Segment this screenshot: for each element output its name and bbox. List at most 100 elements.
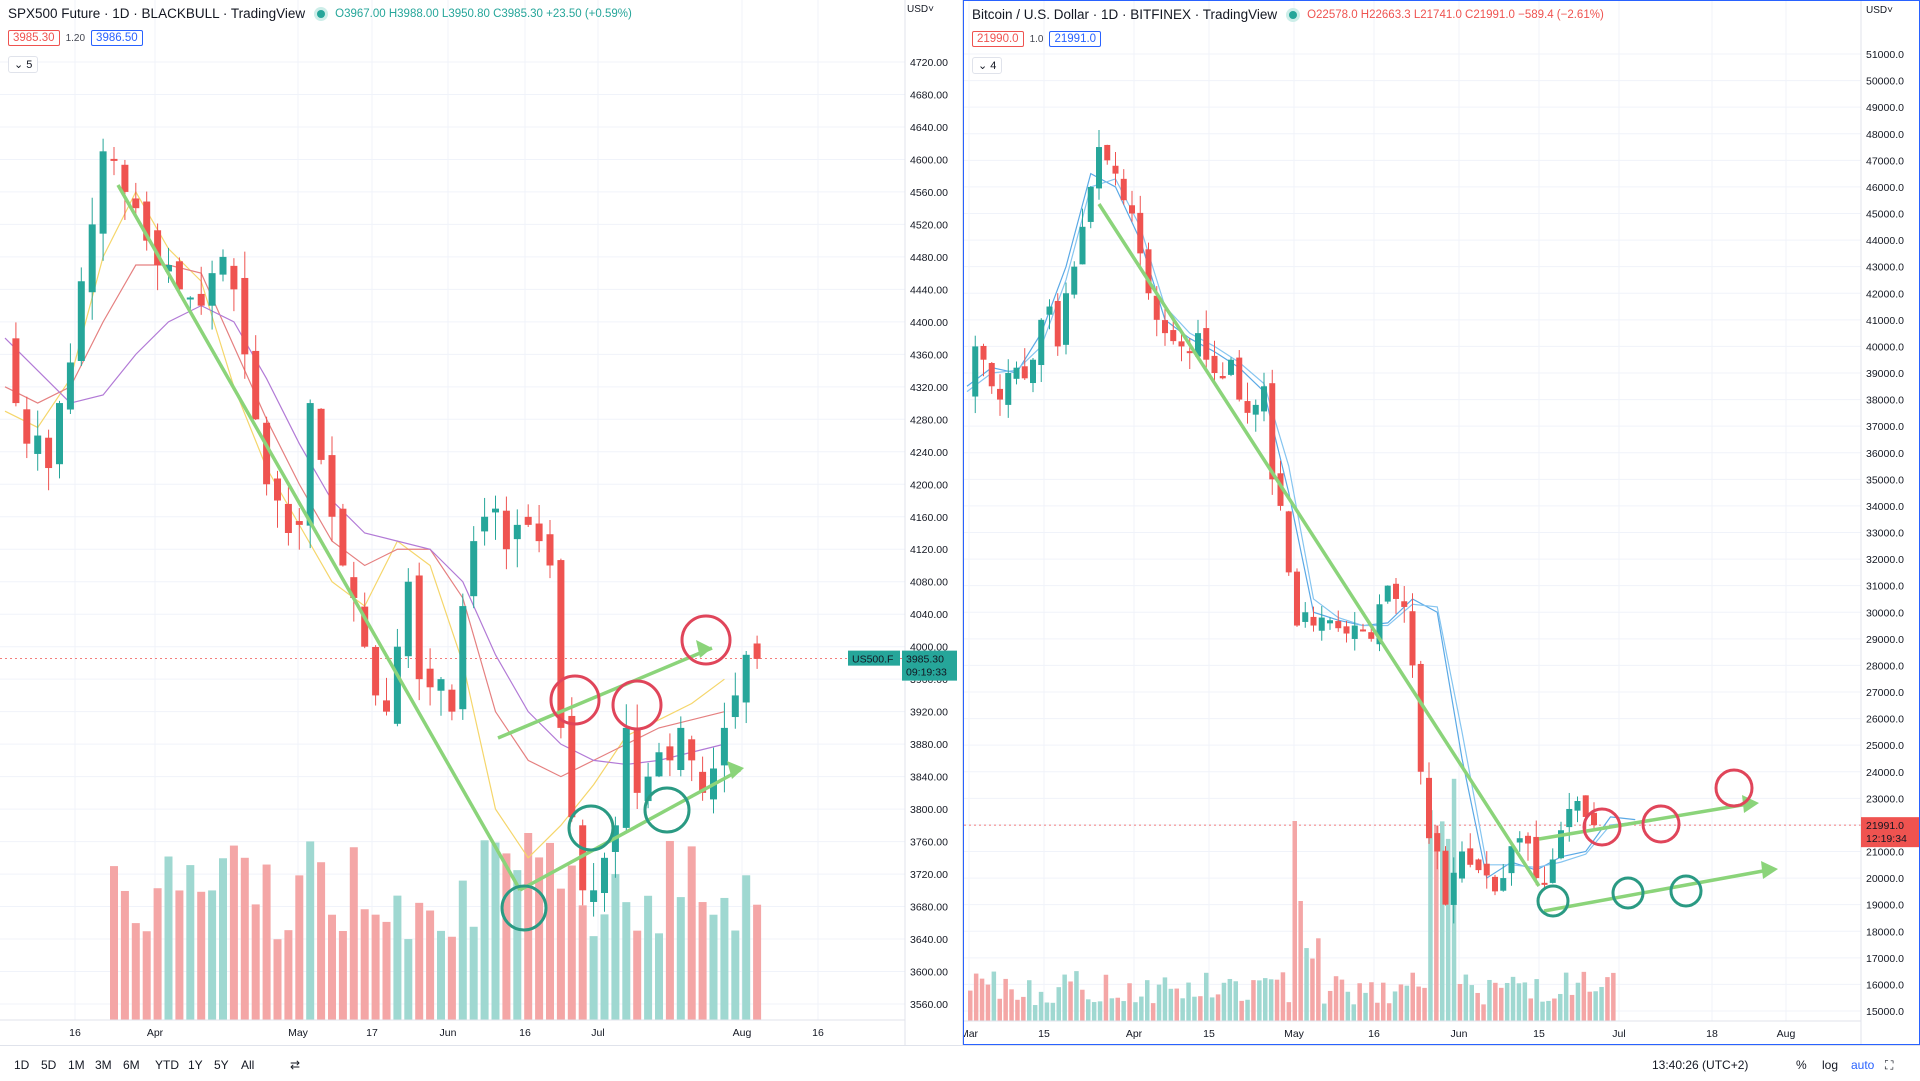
volume-bar (338, 931, 347, 1020)
spx-chart-pane[interactable]: 4720.00 4680.00 4640.00 4600.00 4560.00 4520.… (0, 0, 962, 1045)
candle-body (34, 435, 42, 454)
candle-body (208, 273, 216, 306)
moving-average-yellow (4, 190, 725, 859)
price-tick-label: 4440.00 (910, 284, 948, 296)
volume-bar (153, 888, 162, 1020)
price-tick-label: 4120.00 (910, 544, 948, 556)
timeframe-button-6m[interactable]: 6M (123, 1058, 140, 1072)
timeframe-button-5y[interactable]: 5Y (214, 1058, 229, 1072)
timeframe-button-5d[interactable]: 5D (41, 1058, 57, 1072)
volume-bar (1044, 1002, 1050, 1021)
volume-bar (1386, 1003, 1392, 1021)
volume-bar (742, 875, 751, 1020)
chevron-down-icon: ⌄ (14, 59, 24, 71)
volume-bar (1481, 1004, 1486, 1021)
price-tick-label: 17000.0 (1866, 953, 1904, 965)
timeframe-button-all[interactable]: All (241, 1058, 255, 1072)
support-circle (1669, 874, 1703, 908)
candle-body (601, 857, 608, 894)
timeframe-button-ytd[interactable]: YTD (155, 1058, 179, 1072)
spx-indicators-count: 5 (26, 59, 33, 71)
volume-bar (1528, 998, 1533, 1021)
volume-bar (371, 914, 380, 1020)
volume-bar (1062, 974, 1067, 1021)
candle-body (339, 508, 347, 566)
btc-symbol-title[interactable]: Bitcoin / U.S. Dollar · 1D · BITFINEX · … (972, 7, 1278, 22)
volume-bar (1569, 994, 1575, 1021)
candle-body (88, 224, 96, 293)
auto-toggle[interactable]: auto (1851, 1058, 1875, 1072)
candle-body (1450, 872, 1457, 905)
volume-bar (1322, 1003, 1327, 1021)
volume-bar (1097, 1001, 1103, 1021)
candle-body (1252, 404, 1259, 415)
btc-indicators-toggle[interactable]: ⌄ 4 (972, 57, 1003, 74)
candle-body (1162, 320, 1168, 334)
chevron-down-icon: ˅ (1887, 5, 1893, 16)
volume-bar (1375, 1002, 1380, 1021)
btc-chart-pane[interactable]: 51000.0 50000.0 49000.0 48000.0 47000.0 46000… (963, 0, 1920, 1045)
candle-body (1153, 295, 1160, 320)
btc-legend: Bitcoin / U.S. Dollar · 1D · BITFINEX · … (972, 7, 1604, 22)
volume-bar (1363, 992, 1368, 1021)
volume-bar (753, 904, 762, 1020)
candle-body (568, 715, 576, 818)
volume-bar (1422, 987, 1427, 1021)
timeframe-button-1m[interactable]: 1M (68, 1058, 85, 1072)
candle-body (731, 695, 739, 718)
candle-body (1483, 863, 1490, 876)
pane-divider[interactable] (962, 0, 963, 1045)
btc-currency-label[interactable]: USD˅ (1866, 5, 1893, 16)
date-range-icon[interactable]: ⇄ (290, 1058, 301, 1072)
fullscreen-icon[interactable]: ⛶ (1885, 1058, 1894, 1072)
candle-body (1087, 186, 1094, 222)
price-tick-label: 26000.0 (1866, 714, 1904, 726)
btc-chart-canvas[interactable]: 51000.0 50000.0 49000.0 48000.0 47000.0 46000… (964, 1, 1919, 1044)
volume-bar (1268, 979, 1274, 1021)
timeframe-button-3m[interactable]: 3M (95, 1058, 112, 1072)
btc-sell-price[interactable]: 21990.0 (972, 31, 1024, 47)
candle-body (1005, 373, 1012, 405)
candle-body (1046, 306, 1053, 315)
spx-symbol-title[interactable]: SPX500 Future · 1D · BLACKBULL · Trading… (8, 6, 306, 21)
log-toggle[interactable]: log (1822, 1058, 1839, 1072)
candle-body (1261, 386, 1267, 412)
spx-currency-label[interactable]: USD˅ (907, 4, 934, 15)
volume-bar (600, 914, 609, 1020)
volume-bar (1587, 991, 1592, 1021)
volume-bar (1316, 938, 1321, 1021)
timeframe-button-1y[interactable]: 1Y (188, 1058, 203, 1072)
volume-bar (1493, 982, 1498, 1021)
price-tick-label: 3920.00 (910, 707, 948, 719)
candle-body (132, 198, 140, 209)
candle-body (513, 524, 521, 540)
btc-buy-price[interactable]: 21991.0 (1049, 31, 1102, 47)
spx-chart-canvas[interactable]: 4720.00 4680.00 4640.00 4600.00 4560.00 4520.… (0, 0, 962, 1045)
volume-bar (1534, 979, 1539, 1021)
volume-bar (1499, 987, 1504, 1021)
candle-body (1376, 604, 1383, 645)
percent-toggle[interactable]: % (1796, 1058, 1807, 1072)
price-tick-label: 33000.0 (1866, 528, 1904, 540)
volume-bar (175, 890, 184, 1020)
price-tick-label: 4680.00 (910, 89, 948, 101)
candle-body (1335, 621, 1342, 629)
volume-bar (1221, 982, 1227, 1021)
volume-bar (120, 890, 129, 1020)
candle-body (1013, 367, 1020, 379)
volume-bar (1274, 979, 1280, 1021)
price-tick-label: 3680.00 (910, 902, 948, 914)
candle-body (1475, 859, 1482, 871)
spx-indicators-toggle[interactable]: ⌄ 5 (8, 56, 39, 73)
volume-bar (1345, 991, 1351, 1021)
volume-bar (1021, 996, 1026, 1021)
volume-bar (633, 930, 642, 1020)
candle-body (980, 345, 987, 360)
timeframe-button-1d[interactable]: 1D (14, 1058, 30, 1072)
candle-body (1195, 333, 1201, 357)
clock-display[interactable]: 13:40:26 (UTC+2) (1652, 1058, 1749, 1072)
spx-buy-price[interactable]: 3986.50 (91, 30, 143, 46)
spx-legend: SPX500 Future · 1D · BLACKBULL · Trading… (8, 6, 632, 21)
spx-sell-price[interactable]: 3985.30 (8, 30, 60, 46)
volume-bar (208, 890, 217, 1020)
